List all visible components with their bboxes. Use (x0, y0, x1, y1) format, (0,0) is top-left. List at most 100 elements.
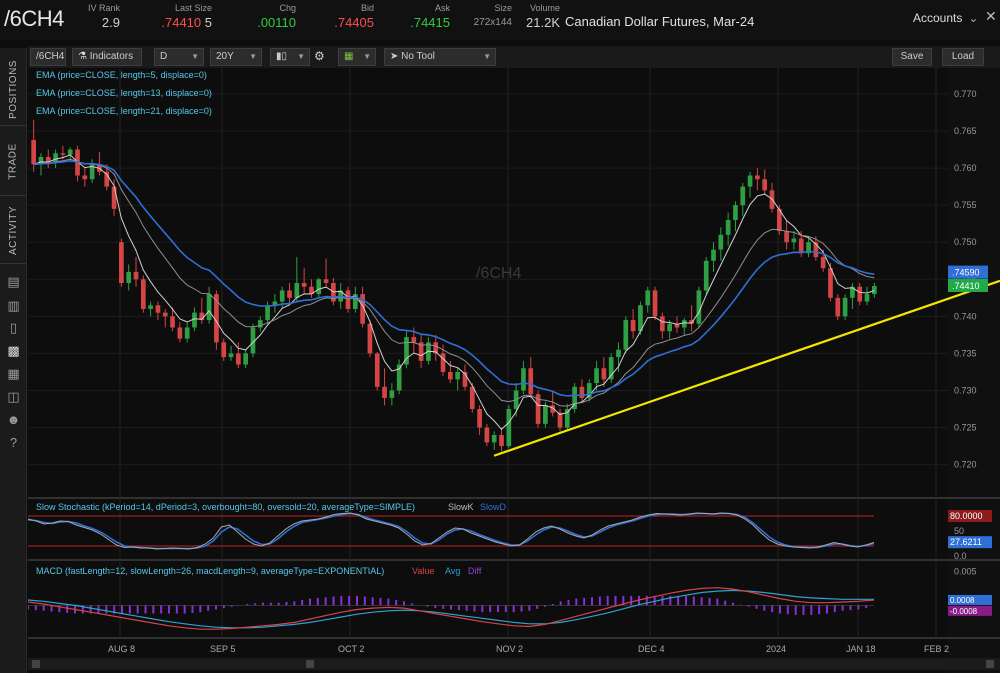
candle-body (689, 320, 694, 324)
accounts-menu[interactable]: Accounts ⌄ (913, 11, 978, 25)
quote-value: 2.9 (101, 15, 120, 30)
candle-body (243, 353, 248, 365)
document-icon[interactable]: ▥ (7, 298, 20, 313)
candle-body (31, 139, 36, 165)
tab-label: ACTIVITY (8, 205, 20, 256)
macd-value-legend: Value (412, 566, 434, 576)
candle-body (623, 320, 629, 350)
macd-diff-box (948, 605, 992, 616)
horizontal-scrollbar[interactable] (28, 658, 1000, 670)
load-button[interactable]: Load (942, 48, 984, 66)
quote-bar: /6CH4 IV Rank 2.9 Last Size .74410 5 Chg… (0, 0, 1000, 40)
candle-body (864, 294, 870, 302)
scroll-thumb[interactable] (306, 660, 314, 668)
candle-body (784, 231, 789, 243)
indicators-label: Indicators (89, 51, 134, 62)
candle-body (301, 283, 307, 287)
macd-avg-line (28, 589, 874, 629)
people-icon[interactable]: ☻ (6, 412, 21, 427)
candle-body (828, 268, 833, 298)
tab-trade[interactable]: TRADE (0, 128, 27, 196)
candle-body (170, 316, 175, 328)
symbol-field[interactable]: /6CH4 (30, 48, 66, 66)
layout-icon[interactable]: ◫ (7, 389, 20, 404)
candle-body (667, 323, 672, 332)
stochastic-overbought-value: 80.0000 (950, 511, 983, 521)
last-price-box (948, 278, 988, 292)
list-icon[interactable]: ▤ (7, 274, 20, 289)
scroll-left-button[interactable] (32, 660, 40, 668)
drawing-tool-select[interactable]: ➤ No Tool ▼ (384, 48, 496, 66)
quote-label: Bid (360, 3, 374, 13)
ema-21-line (33, 159, 875, 397)
macd-value-line (28, 587, 875, 630)
chevron-down-icon: ⌄ (968, 11, 979, 25)
instrument-description: Canadian Dollar Futures, Mar-24 (565, 14, 755, 29)
price-chart[interactable]: 0.7700.7650.7600.7550.7500.7450.7400.735… (28, 68, 1000, 673)
gear-icon[interactable]: ⚙ (314, 49, 325, 63)
macd-diff-value: -0.0008 (950, 607, 978, 616)
candle-body (557, 412, 563, 428)
candle-body (521, 368, 526, 391)
candle-body (404, 337, 409, 365)
ema-13-line (33, 158, 875, 407)
price-tick-label: 0.760 (954, 163, 977, 173)
price-tick-label: 0.750 (954, 237, 977, 247)
candle-body (199, 312, 205, 321)
candle-body (126, 271, 132, 283)
period-select[interactable]: D ▼ (154, 48, 204, 66)
ema-price-box (948, 265, 988, 279)
symbol-title[interactable]: /6CH4 (4, 6, 64, 31)
candle-body (440, 353, 446, 372)
candle-body (455, 371, 460, 380)
chart-icon[interactable]: ▩ (7, 343, 20, 358)
save-button[interactable]: Save (892, 48, 932, 66)
candle-body (316, 279, 322, 295)
ema-study-label: EMA (price=CLOSE, length=13, displace=0) (36, 88, 212, 98)
candle-body (352, 294, 358, 309)
candle-body (214, 294, 219, 343)
candle-body (543, 405, 548, 424)
help-icon[interactable]: ? (9, 435, 18, 450)
candle-body (806, 242, 811, 254)
candle-body (572, 386, 577, 410)
chart-style-select[interactable]: ▮▯ ▼ (270, 48, 310, 66)
stochastic-study-label: Slow Stochastic (kPeriod=14, dPeriod=3, … (36, 502, 415, 512)
candle-body (433, 342, 439, 354)
close-icon[interactable]: ✕ (985, 8, 997, 24)
tab-positions[interactable]: POSITIONS (0, 54, 27, 126)
quote-label: Last Size (174, 3, 212, 13)
candle-body (374, 353, 380, 387)
date-tick-label: 2024 (766, 644, 786, 654)
macd-diff-legend: Diff (468, 566, 482, 576)
range-value: 20Y (216, 51, 234, 62)
monitor-icon[interactable]: ▯ (9, 320, 18, 335)
grid-icon[interactable]: ▦ (7, 366, 20, 381)
tab-activity[interactable]: ACTIVITY (0, 198, 27, 264)
candle-body (857, 286, 863, 302)
chart-area[interactable]: 0.7700.7650.7600.7550.7500.7450.7400.735… (28, 68, 1000, 673)
candle-body (206, 294, 212, 321)
candle-body (265, 305, 270, 321)
candle-body (323, 279, 329, 283)
layout-select[interactable]: ▦ ▼ (338, 48, 376, 66)
candle-body (645, 290, 651, 306)
date-tick-label: SEP 5 (210, 644, 235, 654)
quote-value: 21.2K (526, 15, 560, 30)
candle-body (177, 327, 183, 339)
candle-body (67, 149, 73, 155)
candle-body (53, 153, 58, 163)
candle-body (228, 353, 234, 358)
price-tick-label: 0.740 (954, 311, 977, 321)
candle-body (535, 394, 541, 424)
candle-body (660, 316, 665, 332)
range-select[interactable]: 20Y ▼ (210, 48, 262, 66)
scroll-right-button[interactable] (986, 660, 994, 668)
slowk-legend: SlowK (448, 502, 474, 512)
candle-body (309, 286, 314, 295)
candle-body (184, 327, 190, 339)
candle-body (111, 186, 117, 209)
price-tick-label: 0.720 (954, 460, 977, 470)
chart-toolbar: /6CH4 ⚗ Indicators D ▼ 20Y ▼ ▮▯ ▼ ⚙ ▦ ▼ ➤ No… (28, 46, 1000, 68)
indicators-button[interactable]: ⚗ Indicators (72, 48, 142, 66)
